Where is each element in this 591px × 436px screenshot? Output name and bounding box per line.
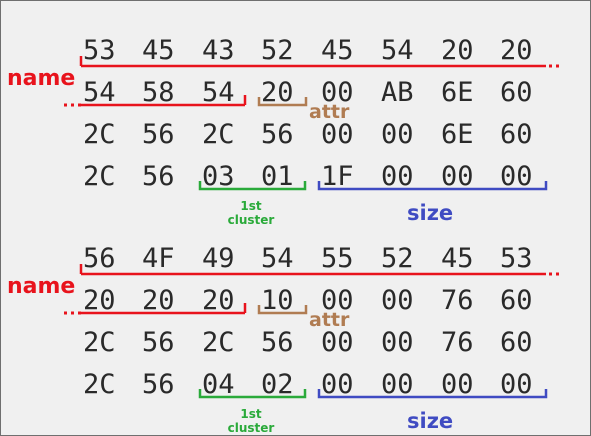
hex-byte: 00	[500, 369, 533, 400]
hex-byte: 58	[142, 77, 175, 108]
hex-byte: 00	[381, 369, 414, 400]
hex-byte: 54	[261, 243, 294, 274]
hex-byte: 52	[261, 35, 294, 66]
hex-byte: 53	[500, 243, 533, 274]
hex-byte: 2C	[202, 327, 235, 358]
hex-byte: 54	[202, 77, 235, 108]
hex-byte: 00	[441, 161, 474, 192]
hex-byte: 00	[321, 369, 354, 400]
hex-byte: 20	[142, 285, 175, 316]
hex-byte: 45	[321, 35, 354, 66]
first-cluster-label: 1st cluster	[216, 407, 286, 435]
hex-byte: 2C	[83, 161, 116, 192]
hex-byte: 49	[202, 243, 235, 274]
hex-byte: 03	[202, 161, 235, 192]
hex-byte: 45	[441, 243, 474, 274]
hex-byte: 10	[261, 285, 294, 316]
hex-byte: 53	[83, 35, 116, 66]
hex-byte: 20	[261, 77, 294, 108]
hex-byte: 56	[261, 327, 294, 358]
hex-byte: 00	[321, 327, 354, 358]
hex-byte: 54	[83, 77, 116, 108]
first-cluster-bracket	[198, 389, 307, 399]
hex-byte: 56	[142, 161, 175, 192]
hex-byte: 60	[500, 327, 533, 358]
hex-byte: 76	[441, 327, 474, 358]
hex-byte: 2C	[83, 369, 116, 400]
hex-byte: 01	[261, 161, 294, 192]
first-cluster-label-line1: 1st	[240, 199, 262, 213]
attr-bracket	[257, 97, 308, 107]
hex-byte: 56	[142, 369, 175, 400]
hex-byte: 00	[321, 119, 354, 150]
hex-byte: 20	[441, 35, 474, 66]
hex-byte: 00	[381, 119, 414, 150]
hex-byte: 00	[441, 369, 474, 400]
attr-label: attr	[309, 101, 350, 123]
hex-byte: 60	[500, 77, 533, 108]
size-label: size	[407, 409, 454, 433]
attr-bracket	[257, 305, 308, 315]
hex-byte: 04	[202, 369, 235, 400]
hex-byte: AB	[381, 77, 414, 108]
hex-byte: 55	[321, 243, 354, 274]
hex-byte: 60	[500, 119, 533, 150]
hex-byte: 54	[381, 35, 414, 66]
first-cluster-bracket	[198, 181, 307, 191]
hex-byte: 76	[441, 285, 474, 316]
hex-byte: 02	[261, 369, 294, 400]
hex-byte: 20	[83, 285, 116, 316]
hex-byte: 00	[381, 161, 414, 192]
hex-byte: 00	[321, 285, 354, 316]
hex-byte: 20	[202, 285, 235, 316]
hex-byte: 2C	[83, 327, 116, 358]
hex-byte: 6E	[441, 119, 474, 150]
hex-byte: 56	[83, 243, 116, 274]
first-cluster-label-line2: cluster	[227, 213, 275, 227]
hex-byte: 1F	[321, 161, 354, 192]
first-cluster-label: 1st cluster	[216, 199, 286, 227]
hex-byte: 00	[381, 285, 414, 316]
first-cluster-label-line2: cluster	[227, 421, 275, 435]
size-label: size	[407, 201, 454, 225]
hex-byte: 00	[500, 161, 533, 192]
hex-byte: 56	[142, 327, 175, 358]
hex-byte: 60	[500, 285, 533, 316]
name-label: name	[7, 274, 76, 299]
first-cluster-label-line1: 1st	[240, 407, 262, 421]
hex-byte: 56	[261, 119, 294, 150]
hex-byte: 2C	[202, 119, 235, 150]
hex-byte: 4F	[142, 243, 175, 274]
hex-byte: 45	[142, 35, 175, 66]
hex-byte: 20	[500, 35, 533, 66]
hex-byte: 52	[381, 243, 414, 274]
size-bracket	[317, 181, 548, 191]
size-bracket	[317, 389, 548, 399]
hex-byte: 56	[142, 119, 175, 150]
hex-byte: 2C	[83, 119, 116, 150]
attr-label: attr	[309, 309, 350, 331]
hex-byte: 00	[321, 77, 354, 108]
name-label: name	[7, 66, 76, 91]
hex-byte: 6E	[441, 77, 474, 108]
hex-byte: 43	[202, 35, 235, 66]
hex-byte: 00	[381, 327, 414, 358]
